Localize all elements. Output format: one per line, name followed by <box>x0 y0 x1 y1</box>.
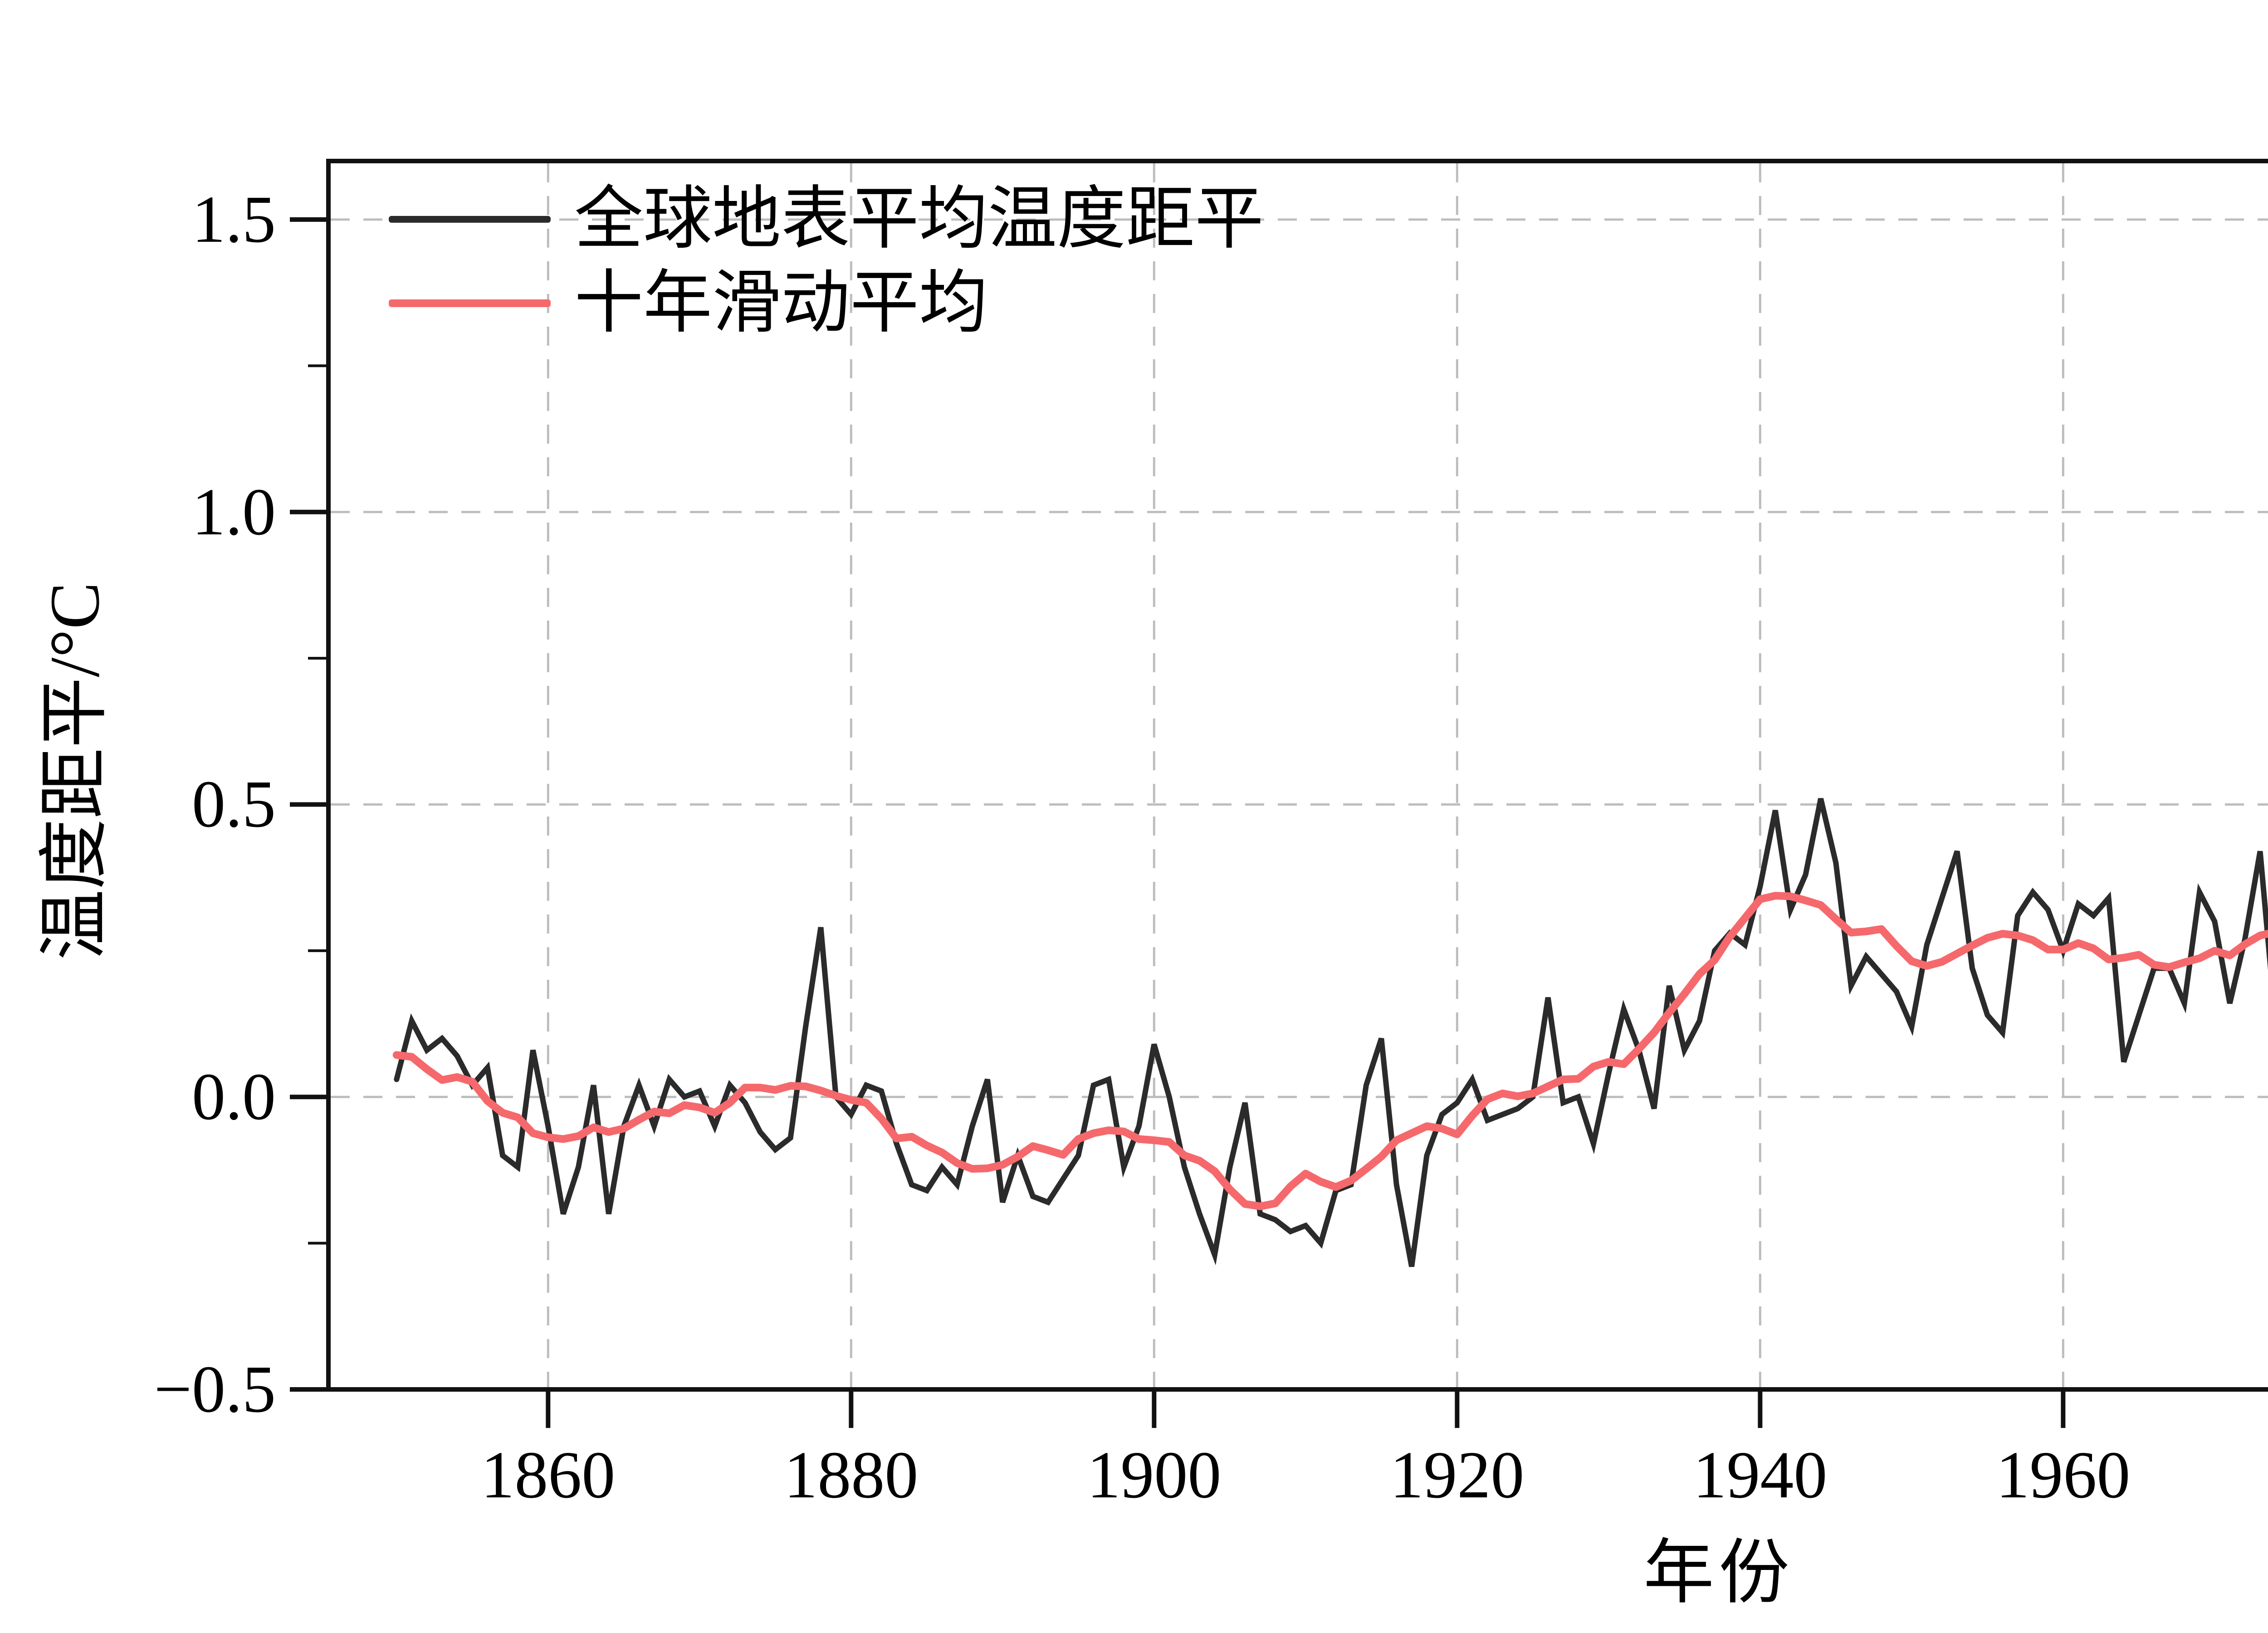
legend-item-moving-average: 十年滑动平均 <box>389 264 988 342</box>
y-tick-label: −0.5 <box>154 1352 276 1427</box>
y-axis-label: 温度距平/°C <box>35 582 114 960</box>
y-tick-label: 0.5 <box>192 767 276 842</box>
legend-label-moving-average: 十年滑动平均 <box>574 265 988 341</box>
legend-label-annual-anomaly: 全球地表平均温度距平 <box>574 181 1264 257</box>
moving-average-line <box>392 892 2268 1210</box>
x-tick-label: 1920 <box>1390 1438 1525 1512</box>
plot-frame <box>326 159 2268 1392</box>
x-tick-label: 1960 <box>1996 1438 2131 1512</box>
x-tick-label: 1900 <box>1087 1438 1222 1512</box>
x-tick-label: 1880 <box>784 1438 919 1512</box>
x-tick-label: 1940 <box>1693 1438 1828 1512</box>
y-tick-label: 0.0 <box>192 1060 276 1134</box>
x-tick-label: 1860 <box>481 1438 616 1512</box>
y-tick-label: 1.0 <box>192 474 276 549</box>
moving-average-line-swatch <box>389 299 551 307</box>
annual-series-line-swatch <box>389 215 551 223</box>
legend-item-annual-anomaly: 全球地表平均温度距平 <box>389 181 1264 258</box>
x-axis-label: 年份 <box>1643 1534 1794 1612</box>
y-tick-label: 1.5 <box>192 182 276 257</box>
